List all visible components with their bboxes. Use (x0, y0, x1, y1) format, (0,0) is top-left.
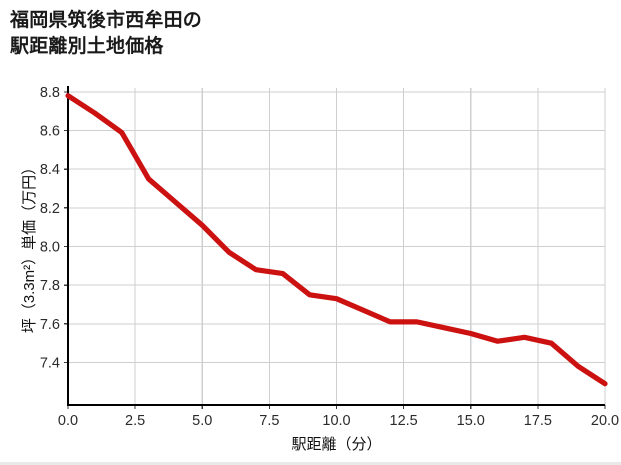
y-tick-label: 8.6 (40, 124, 60, 140)
x-tick-label: 12.5 (390, 413, 418, 429)
x-tick-label: 15.0 (457, 413, 485, 429)
bottom-divider (0, 462, 621, 465)
x-axis-title: 駅距離（分） (291, 435, 381, 453)
x-tick-label: 17.5 (524, 413, 552, 429)
axis-spines (66, 86, 605, 407)
x-tick-label: 20.0 (591, 413, 619, 429)
y-tick-label: 8.2 (40, 201, 60, 217)
gridlines-group (67, 88, 606, 405)
y-tick-label: 8.8 (40, 85, 60, 101)
y-tick-label: 7.6 (40, 317, 60, 333)
price-series-line (65, 93, 608, 387)
y-tick-label: 7.4 (40, 355, 60, 371)
x-tick-label: 0.0 (58, 413, 78, 429)
y-tick-label: 7.8 (40, 278, 60, 294)
y-tick-label: 8.0 (40, 240, 60, 256)
y-axis-title: 坪（3.3m²）単価（万円） (21, 160, 38, 333)
y-tick-label: 8.4 (40, 162, 60, 178)
tickmarks-group (64, 91, 606, 409)
x-tick-label: 10.0 (322, 413, 350, 429)
page-title: 福岡県筑後市西牟田の 駅距離別土地価格 (10, 10, 203, 57)
y-tick-labels: 7.4 7.6 7.8 8.0 8.2 8.4 8.6 8.8 (40, 85, 60, 372)
x-tick-label: 2.5 (125, 413, 145, 429)
x-tick-label: 7.5 (259, 413, 279, 429)
x-tick-label: 5.0 (192, 413, 212, 429)
x-tick-labels: 0.0 2.5 5.0 7.5 10.0 12.5 15.0 17.5 20.0 (58, 413, 619, 429)
